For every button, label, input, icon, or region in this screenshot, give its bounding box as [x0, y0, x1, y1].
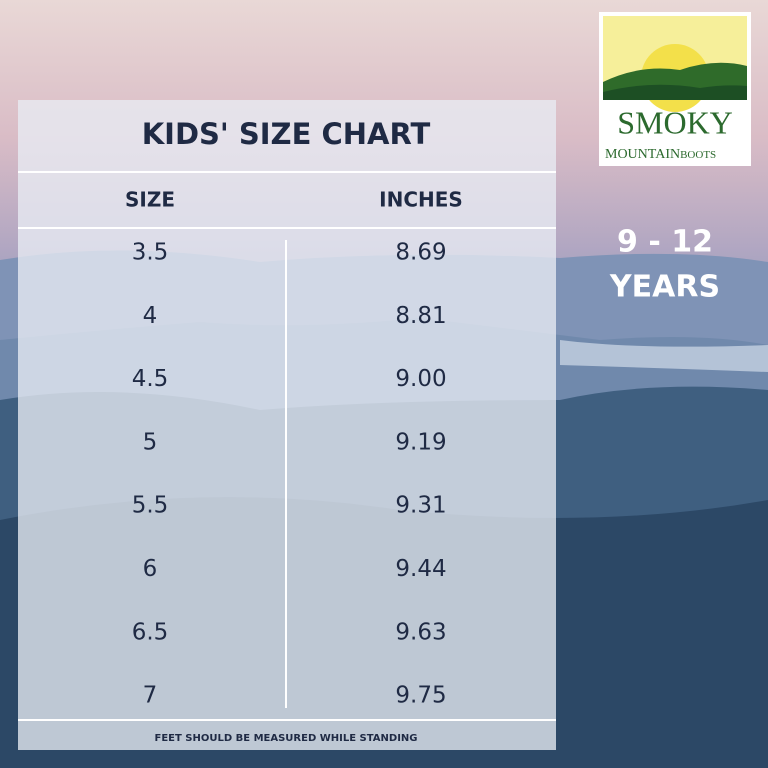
logo-tagline-main: MOUNTAIN: [605, 147, 680, 162]
chart-title: KIDS' SIZE CHART: [142, 117, 431, 151]
logo-tagline-sub: BOOTS: [680, 149, 716, 161]
column-header: INCHES: [379, 188, 463, 212]
footnote: FEET SHOULD BE MEASURED WHILE STANDING: [155, 733, 418, 744]
age-range: 9 - 12: [617, 225, 713, 260]
inches-cell: 9.00: [395, 366, 446, 392]
inches-cell: 9.19: [395, 429, 446, 455]
inches-cell: 9.31: [395, 493, 446, 519]
logo-tagline: MOUNTAINBOOTS: [605, 147, 716, 162]
logo: SMOKY MOUNTAINBOOTS: [599, 12, 751, 166]
age-unit: YEARS: [609, 270, 720, 305]
size-cell: 6.5: [132, 619, 169, 645]
size-cell: 4.5: [132, 366, 169, 392]
size-cell: 3.5: [132, 240, 169, 266]
size-cell: 6: [143, 556, 158, 582]
size-cell: 5.5: [132, 493, 169, 519]
inches-cell: 8.69: [395, 240, 446, 266]
column-header: SIZE: [125, 188, 175, 212]
inches-cell: 9.63: [395, 619, 446, 645]
fog: [560, 340, 768, 372]
inches-cell: 8.81: [395, 303, 446, 329]
size-cell: 7: [143, 683, 158, 709]
table-body: 3.5 8.69 4 8.81 4.5 9.00 5 9.19 5.5 9.31 6 9.44 6.5 9…: [132, 240, 447, 709]
logo-brand: SMOKY: [617, 104, 733, 140]
inches-cell: 9.44: [395, 556, 446, 582]
inches-cell: 9.75: [395, 683, 446, 709]
size-cell: 5: [143, 429, 158, 455]
size-cell: 4: [143, 303, 158, 329]
logo-hills: [603, 84, 747, 100]
